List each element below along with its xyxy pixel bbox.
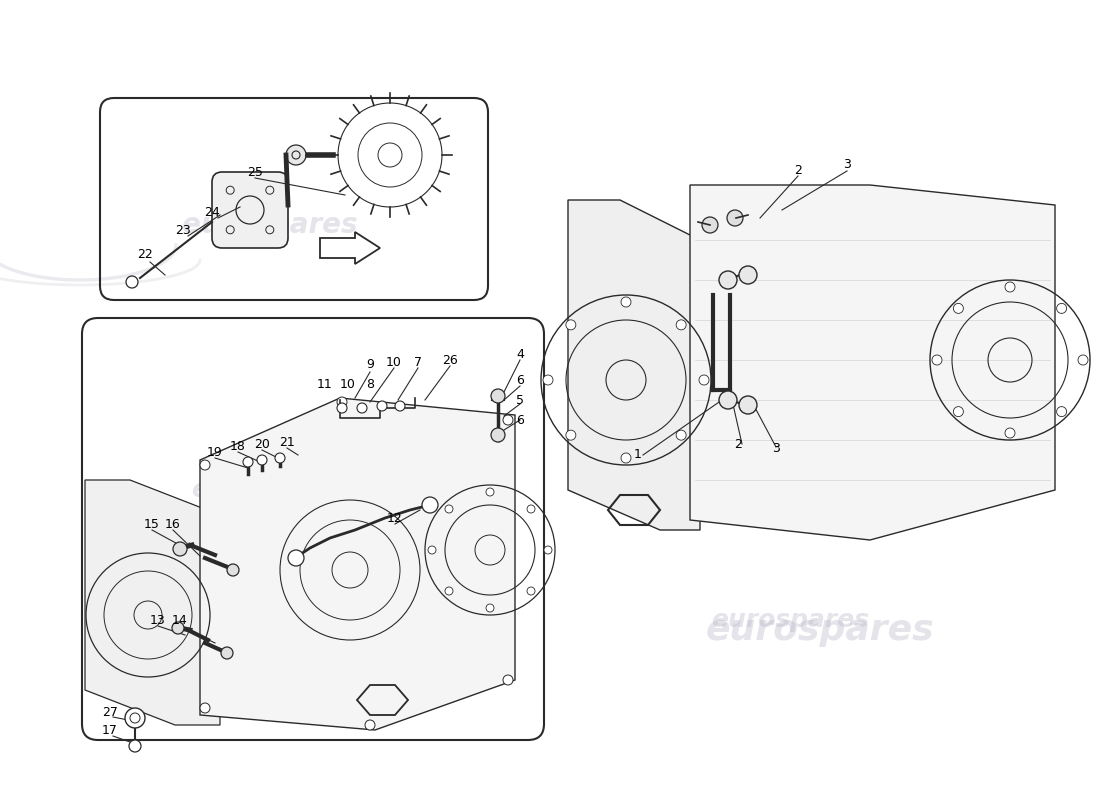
Circle shape bbox=[358, 403, 367, 413]
Circle shape bbox=[1057, 406, 1067, 417]
Text: eurospares: eurospares bbox=[706, 613, 934, 647]
FancyBboxPatch shape bbox=[212, 172, 288, 248]
Circle shape bbox=[719, 391, 737, 409]
Circle shape bbox=[257, 455, 267, 465]
Text: eurospares: eurospares bbox=[711, 608, 869, 632]
Circle shape bbox=[1005, 282, 1015, 292]
Text: 17: 17 bbox=[102, 723, 118, 737]
Text: 19: 19 bbox=[207, 446, 223, 458]
Circle shape bbox=[727, 210, 742, 226]
Text: 7: 7 bbox=[414, 355, 422, 369]
Circle shape bbox=[337, 397, 346, 407]
Text: 23: 23 bbox=[175, 223, 191, 237]
Text: 6: 6 bbox=[516, 414, 524, 426]
Circle shape bbox=[719, 271, 737, 289]
Circle shape bbox=[221, 647, 233, 659]
Circle shape bbox=[292, 151, 300, 159]
Text: 21: 21 bbox=[279, 437, 295, 450]
Circle shape bbox=[491, 428, 505, 442]
Circle shape bbox=[702, 217, 718, 233]
Circle shape bbox=[486, 604, 494, 612]
Text: 2: 2 bbox=[734, 438, 741, 451]
Circle shape bbox=[227, 564, 239, 576]
Circle shape bbox=[288, 550, 304, 566]
Circle shape bbox=[275, 453, 285, 463]
Circle shape bbox=[676, 320, 686, 330]
Circle shape bbox=[446, 587, 453, 595]
Circle shape bbox=[125, 708, 145, 728]
Circle shape bbox=[1005, 428, 1015, 438]
Text: 13: 13 bbox=[150, 614, 166, 626]
Polygon shape bbox=[85, 480, 220, 725]
Circle shape bbox=[365, 720, 375, 730]
Text: eurospares: eurospares bbox=[183, 211, 358, 239]
Circle shape bbox=[954, 406, 964, 417]
Text: 3: 3 bbox=[843, 158, 851, 171]
Circle shape bbox=[621, 297, 631, 307]
Text: 26: 26 bbox=[442, 354, 458, 366]
Circle shape bbox=[739, 396, 757, 414]
Circle shape bbox=[486, 488, 494, 496]
Circle shape bbox=[126, 276, 138, 288]
Text: 15: 15 bbox=[144, 518, 159, 530]
Circle shape bbox=[1057, 303, 1067, 314]
Text: 11: 11 bbox=[317, 378, 333, 391]
Circle shape bbox=[129, 740, 141, 752]
Circle shape bbox=[1078, 355, 1088, 365]
Circle shape bbox=[172, 622, 184, 634]
Circle shape bbox=[503, 675, 513, 685]
Circle shape bbox=[200, 460, 210, 470]
Circle shape bbox=[200, 703, 210, 713]
Circle shape bbox=[932, 355, 942, 365]
Text: 12: 12 bbox=[387, 511, 403, 525]
Circle shape bbox=[337, 403, 346, 413]
Text: 3: 3 bbox=[772, 442, 780, 454]
Circle shape bbox=[565, 430, 575, 440]
Text: 1: 1 bbox=[634, 449, 642, 462]
Circle shape bbox=[676, 430, 686, 440]
Circle shape bbox=[422, 497, 438, 513]
Circle shape bbox=[565, 320, 575, 330]
Text: 16: 16 bbox=[165, 518, 180, 530]
Text: 27: 27 bbox=[102, 706, 118, 718]
Polygon shape bbox=[200, 398, 515, 730]
Text: 20: 20 bbox=[254, 438, 270, 451]
Text: 8: 8 bbox=[366, 378, 374, 391]
Circle shape bbox=[621, 453, 631, 463]
Circle shape bbox=[544, 546, 552, 554]
Text: 9: 9 bbox=[366, 358, 374, 371]
Circle shape bbox=[527, 505, 535, 513]
Circle shape bbox=[173, 542, 187, 556]
Circle shape bbox=[243, 457, 253, 467]
Circle shape bbox=[527, 587, 535, 595]
Circle shape bbox=[739, 266, 757, 284]
Text: 6: 6 bbox=[516, 374, 524, 386]
Text: 14: 14 bbox=[172, 614, 188, 626]
Circle shape bbox=[954, 303, 964, 314]
Text: 25: 25 bbox=[248, 166, 263, 178]
Circle shape bbox=[698, 375, 710, 385]
Circle shape bbox=[446, 505, 453, 513]
Text: 18: 18 bbox=[230, 441, 246, 454]
Polygon shape bbox=[568, 200, 700, 530]
Text: 5: 5 bbox=[516, 394, 524, 406]
Circle shape bbox=[543, 375, 553, 385]
Polygon shape bbox=[690, 185, 1055, 540]
Text: 10: 10 bbox=[340, 378, 356, 391]
Text: 10: 10 bbox=[386, 355, 402, 369]
Circle shape bbox=[395, 401, 405, 411]
Circle shape bbox=[286, 145, 306, 165]
Text: eurospares: eurospares bbox=[694, 355, 887, 385]
Text: 2: 2 bbox=[794, 163, 802, 177]
Circle shape bbox=[428, 546, 436, 554]
Circle shape bbox=[491, 389, 505, 403]
Circle shape bbox=[503, 415, 513, 425]
Text: 4: 4 bbox=[516, 349, 524, 362]
Circle shape bbox=[377, 401, 387, 411]
Text: 24: 24 bbox=[205, 206, 220, 219]
Text: 22: 22 bbox=[138, 249, 153, 262]
Text: eurospares: eurospares bbox=[191, 478, 349, 502]
